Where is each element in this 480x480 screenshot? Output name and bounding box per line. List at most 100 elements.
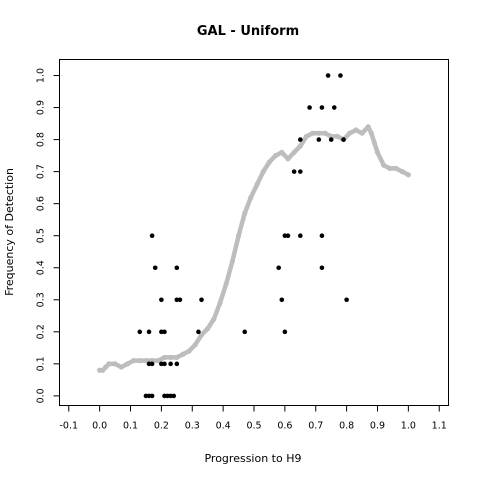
- data-point: [374, 149, 381, 156]
- data-point: [316, 137, 322, 142]
- data-point: [334, 133, 340, 139]
- data-point: [162, 361, 167, 367]
- x-tick-label: 1.0: [401, 421, 416, 432]
- data-point: [319, 233, 325, 239]
- data-point: [199, 297, 204, 303]
- data-point: [381, 162, 387, 168]
- data-point: [196, 329, 201, 335]
- data-point: [297, 143, 303, 149]
- data-point: [177, 297, 183, 303]
- data-point: [146, 329, 152, 335]
- data-point: [180, 351, 186, 357]
- data-point: [155, 358, 161, 364]
- x-axis: -0.1 0.0 0.1 0.2 0.3 0.4 0.5 0.6 0.7 0.8 0.9 1.0 1.1: [59, 405, 447, 432]
- y-tick-label: 0.1: [36, 356, 47, 371]
- x-tick-label: 0.1: [123, 421, 138, 432]
- y-axis-label: Frequency of Detection: [3, 168, 16, 296]
- data-point: [328, 133, 334, 139]
- data-point: [325, 73, 331, 78]
- series-1: [137, 73, 349, 399]
- data-point: [248, 194, 254, 200]
- data-point: [344, 297, 349, 303]
- data-point: [393, 165, 399, 172]
- data-point: [387, 165, 393, 172]
- data-point: [118, 364, 124, 370]
- data-point: [282, 329, 288, 335]
- data-point: [100, 367, 106, 373]
- data-point: [279, 297, 285, 303]
- y-tick-label: 0.2: [36, 324, 47, 339]
- series-0: [97, 124, 411, 373]
- x-tick-label: -0.1: [59, 421, 78, 432]
- data-point: [161, 354, 168, 361]
- data-point: [162, 329, 167, 335]
- data-point: [149, 233, 155, 239]
- data-point: [174, 361, 180, 367]
- data-point: [298, 137, 303, 142]
- data-point: [291, 149, 297, 156]
- data-point: [279, 149, 285, 156]
- data-point: [316, 130, 322, 136]
- data-point: [285, 156, 291, 162]
- data-point: [171, 393, 177, 399]
- x-tick-label: 0.0: [92, 421, 107, 432]
- data-point: [266, 159, 273, 165]
- data-point: [124, 361, 131, 367]
- data-point: [174, 354, 180, 361]
- data-point: [298, 233, 303, 239]
- data-point: [205, 326, 211, 332]
- data-point: [106, 361, 112, 367]
- y-tick-label: 0.4: [36, 260, 47, 275]
- series-layer: [97, 73, 411, 399]
- x-axis-label: Progression to H9: [204, 452, 301, 465]
- data-point: [112, 361, 118, 367]
- data-point: [186, 348, 192, 354]
- data-point: [235, 233, 242, 239]
- data-point: [319, 105, 325, 110]
- data-point: [137, 358, 143, 364]
- data-point: [365, 124, 371, 130]
- y-tick-label: 0.6: [36, 196, 47, 211]
- data-point: [322, 130, 328, 136]
- data-point: [223, 281, 229, 287]
- data-point: [291, 169, 297, 174]
- data-point: [152, 265, 158, 271]
- data-point: [331, 105, 337, 110]
- y-tick-label: 0.5: [36, 228, 47, 243]
- data-point: [260, 169, 266, 175]
- data-point: [159, 297, 164, 303]
- x-tick-label: 0.6: [277, 421, 292, 432]
- data-point: [229, 258, 235, 264]
- data-point: [285, 233, 291, 239]
- y-tick-label: 0.0: [36, 388, 47, 403]
- y-tick-label: 1.0: [36, 68, 47, 83]
- y-axis: 0.0 0.1 0.2 0.3 0.4 0.5 0.6 0.7 0.8 0.9 1.0: [36, 68, 60, 403]
- x-tick-label: 0.5: [246, 421, 261, 432]
- x-tick-label: 0.3: [185, 421, 200, 432]
- data-point: [168, 361, 173, 367]
- data-point: [328, 137, 334, 142]
- data-point: [368, 130, 374, 136]
- data-point: [276, 265, 281, 271]
- data-point: [273, 153, 279, 159]
- data-point: [303, 133, 310, 139]
- data-point: [174, 265, 180, 271]
- data-point: [103, 364, 109, 370]
- y-tick-label: 0.3: [36, 292, 47, 307]
- data-point: [149, 361, 155, 367]
- data-point: [341, 137, 346, 142]
- data-point: [149, 358, 155, 364]
- data-point: [347, 130, 353, 136]
- data-point: [217, 300, 223, 306]
- data-point: [359, 130, 365, 136]
- data-point: [298, 169, 303, 174]
- data-point: [254, 181, 260, 188]
- x-tick-label: 0.4: [216, 421, 231, 432]
- data-point: [211, 316, 217, 322]
- x-tick-label: 0.2: [154, 421, 169, 432]
- data-point: [168, 354, 174, 361]
- x-tick-label: 0.7: [308, 421, 323, 432]
- data-point: [371, 140, 378, 146]
- series-line: [97, 124, 411, 373]
